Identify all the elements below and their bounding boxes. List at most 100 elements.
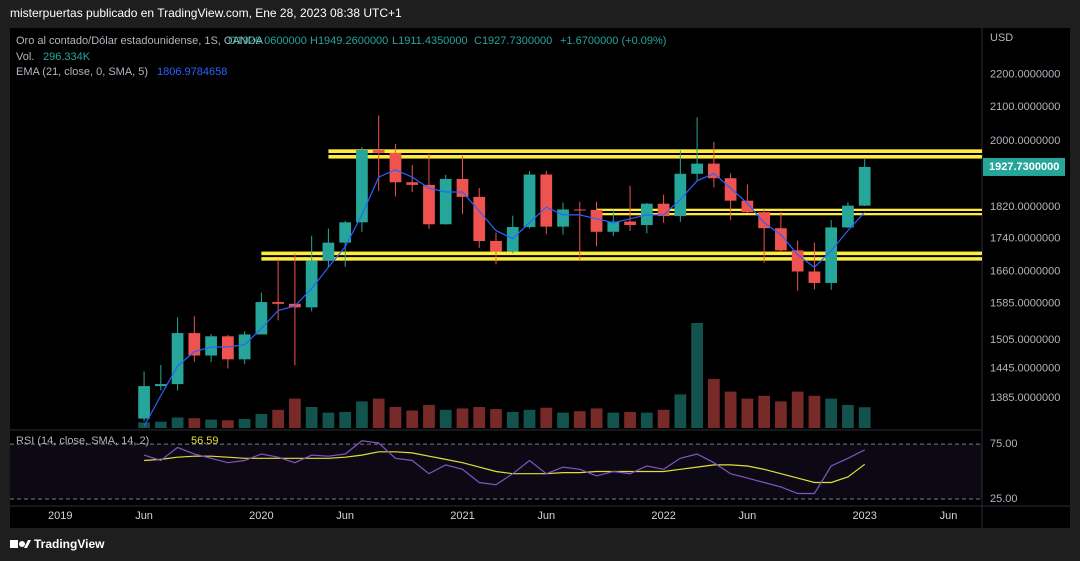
volume-bar — [423, 404, 435, 428]
volume-bar — [858, 407, 871, 428]
rsi-legend: RSI (14, close, SMA, 14, 2) — [16, 435, 149, 447]
volume-legend: Vol. — [16, 51, 34, 63]
volume-bar — [322, 412, 335, 428]
y-tick-label: 2100.0000000 — [990, 101, 1060, 113]
candle-body — [590, 209, 603, 232]
volume-legend-value: 296.334K — [43, 51, 91, 63]
candle-body — [775, 228, 787, 251]
candle-body — [221, 336, 234, 360]
candle-body — [439, 178, 452, 225]
candle-body — [154, 384, 167, 387]
volume-bar — [188, 418, 201, 428]
candle-body — [205, 336, 217, 356]
y-tick-label: 1820.0000000 — [990, 201, 1060, 213]
last-price-label: 1927.7300000 — [989, 161, 1059, 173]
x-tick-label: Jun — [135, 510, 153, 522]
volume-bar — [305, 407, 318, 428]
volume-bar — [289, 398, 301, 428]
candle-body — [624, 221, 636, 226]
ema-legend-value: 1806.9784658 — [157, 66, 227, 78]
ohlc-value: +1.6700000 (+0.09%) — [560, 35, 666, 47]
volume-bar — [506, 411, 519, 428]
x-tick-label: Jun — [336, 510, 354, 522]
candle-body — [657, 203, 670, 217]
volume-bar — [540, 407, 553, 428]
rsi-tick-label: 25.00 — [990, 493, 1018, 505]
x-tick-label: 2023 — [852, 510, 876, 522]
volume-bar — [372, 398, 385, 428]
candle-body — [741, 200, 754, 213]
volume-bar — [758, 395, 771, 428]
candle-body — [842, 205, 854, 228]
y-tick-label: 2000.0000000 — [990, 135, 1060, 147]
volume-bar — [808, 395, 821, 428]
volume-bar — [356, 401, 368, 428]
x-tick-label: Jun — [537, 510, 555, 522]
candle-body — [691, 163, 703, 174]
volume-bar — [171, 417, 184, 428]
candle-body — [490, 241, 502, 252]
x-tick-label: Jun — [739, 510, 757, 522]
volume-bar — [221, 420, 234, 428]
ohlc-value: C1927.7300000 — [474, 35, 552, 47]
volume-bar — [339, 411, 352, 428]
candle-body — [674, 173, 687, 217]
y-tick-label: 1585.0000000 — [990, 298, 1060, 310]
rsi-line — [143, 440, 865, 495]
candle-body — [322, 242, 335, 261]
volume-bar — [389, 407, 402, 428]
candle-body — [858, 166, 871, 206]
x-tick-label: 2021 — [450, 510, 474, 522]
y-tick-label: 1740.0000000 — [990, 232, 1060, 244]
y-tick-label: 1505.0000000 — [990, 334, 1060, 346]
candle-body — [808, 271, 821, 283]
symbol: Oro al contado/Dólar estadounidense, 1S,… — [16, 35, 264, 47]
volume-bar — [205, 419, 217, 428]
volume-bar — [523, 409, 536, 428]
candle-body — [825, 227, 838, 283]
volume-bar — [238, 418, 251, 428]
volume-bar — [724, 391, 737, 428]
volume-bar — [825, 398, 838, 428]
volume-bar — [272, 409, 285, 428]
x-tick-label: 2020 — [249, 510, 273, 522]
candle-body — [255, 302, 268, 335]
candle-body — [423, 184, 435, 225]
candle-body — [791, 250, 804, 272]
y-tick-label: 1660.0000000 — [990, 265, 1060, 277]
candle-body — [724, 178, 737, 201]
x-tick-label: 2019 — [48, 510, 72, 522]
volume-bar — [490, 409, 502, 428]
volume-bar — [473, 407, 486, 428]
chart-area — [10, 28, 1070, 528]
volume-bar — [590, 408, 603, 428]
candle-body — [372, 150, 385, 153]
rsi-sma-legend-value: 56.59 — [191, 435, 219, 447]
rsi-sma-line — [144, 451, 866, 484]
candle-body — [171, 333, 184, 385]
volume-bar — [406, 410, 419, 428]
candle-body — [506, 227, 519, 252]
candle-body — [573, 209, 586, 211]
volume-bar — [456, 408, 469, 428]
volume-bar — [255, 414, 268, 428]
candle-body — [272, 302, 285, 304]
candle-body — [473, 196, 486, 242]
candle-body — [238, 334, 251, 360]
volume-bar — [741, 398, 754, 428]
x-tick-label: 2022 — [651, 510, 675, 522]
volume-bar — [775, 401, 787, 428]
candle-body — [540, 174, 553, 227]
y-tick-label: 1385.0000000 — [990, 392, 1060, 404]
rsi-tick-label: 75.00 — [990, 438, 1018, 450]
brand-logo — [10, 540, 31, 548]
candle-body — [758, 212, 771, 229]
volume-bar — [707, 379, 720, 428]
volume-bar — [154, 421, 167, 428]
candle-body — [523, 174, 536, 228]
candle-body — [305, 260, 318, 308]
volume-bar — [607, 412, 620, 428]
candle-body — [138, 386, 150, 419]
y-axis-label: USD — [990, 32, 1013, 44]
